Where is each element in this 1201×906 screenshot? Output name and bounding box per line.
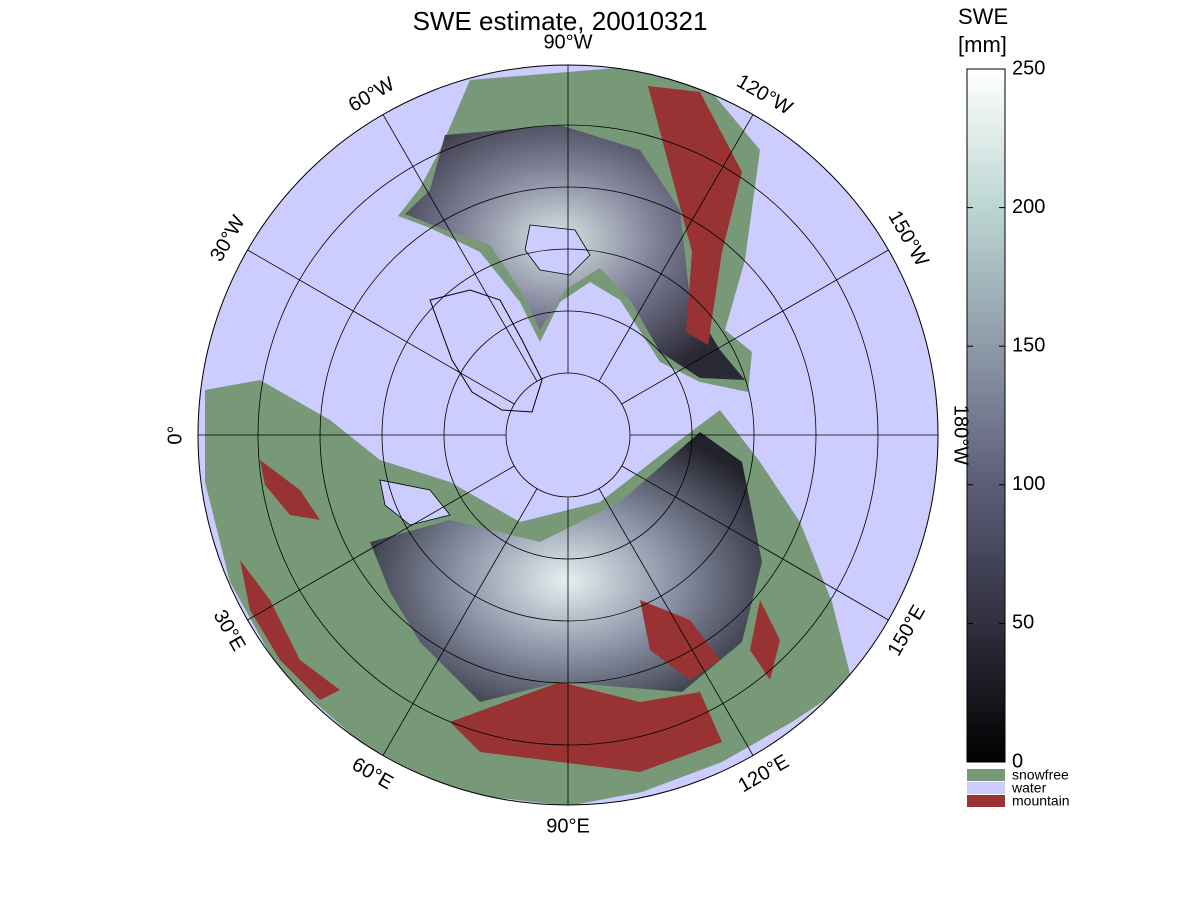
colorbar-tick-label: 0 bbox=[1012, 750, 1023, 772]
meridian bbox=[247, 249, 515, 405]
scandinavia-water bbox=[379, 479, 451, 526]
colorbar bbox=[966, 68, 1006, 763]
legend-swatch bbox=[967, 795, 1005, 807]
meridian bbox=[247, 465, 515, 621]
colorbar-tick-label: 50 bbox=[1012, 612, 1034, 634]
meridian-label: 0° bbox=[164, 425, 186, 444]
legend-label: water bbox=[1011, 780, 1047, 796]
colorbar-title: SWE bbox=[958, 4, 1008, 29]
meridian bbox=[598, 114, 754, 382]
map-title: SWE estimate, 20010321 bbox=[413, 6, 708, 36]
colorbar-tick-label: 100 bbox=[1012, 473, 1045, 495]
meridian-label: 180°W bbox=[950, 405, 972, 465]
meridian-label: 90°W bbox=[543, 31, 592, 53]
colorbar-tick-label: 150 bbox=[1012, 334, 1045, 356]
colorbar-tick-label: 250 bbox=[1012, 57, 1045, 79]
graticule bbox=[198, 65, 938, 805]
eurasia-mountain bbox=[450, 682, 722, 772]
colorbar-tick-label: 200 bbox=[1012, 196, 1045, 218]
meridian bbox=[382, 114, 538, 382]
meridian bbox=[621, 249, 889, 405]
meridian bbox=[621, 465, 889, 621]
legend-swatch bbox=[967, 769, 1005, 781]
map-disc bbox=[198, 65, 938, 805]
legend-label: snowfree bbox=[1012, 767, 1069, 783]
legend-swatch bbox=[967, 782, 1005, 794]
meridian bbox=[382, 488, 538, 756]
greenland bbox=[429, 289, 543, 413]
legend-label: mountain bbox=[1012, 793, 1070, 809]
hudson-bay bbox=[524, 224, 591, 276]
colorbar-title: [mm] bbox=[958, 32, 1007, 57]
europe-mountain bbox=[240, 460, 340, 700]
meridian-label: 90°E bbox=[546, 815, 590, 837]
meridian bbox=[598, 488, 754, 756]
